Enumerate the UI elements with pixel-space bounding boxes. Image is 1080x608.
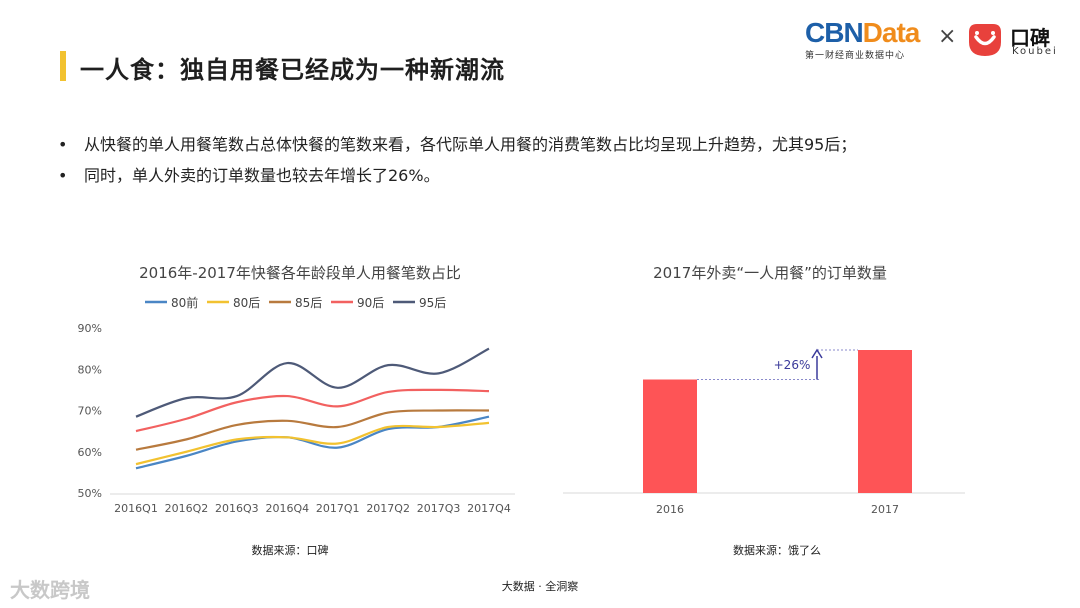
bullet-text: 从快餐的单人用餐笔数占总体快餐的笔数来看，各代际单人用餐的消费笔数占比均呈现上升… <box>84 135 857 154</box>
x-tick-label: 2017Q3 <box>417 502 461 515</box>
legend-label: 95后 <box>419 296 446 310</box>
bullet-text: 同时，单人外卖的订单数量也较去年增长了26%。 <box>84 166 440 185</box>
line-chart-title: 2016年-2017年快餐各年龄段单人用餐笔数占比 <box>139 264 461 282</box>
series-line-95后 <box>135 347 490 418</box>
koubei-logo-icon <box>969 24 1001 56</box>
bullet-mark: • <box>58 166 68 185</box>
y-tick-label: 90% <box>78 322 102 335</box>
logo-separator: × <box>938 24 957 49</box>
x-tick-label: 2017Q2 <box>366 502 410 515</box>
bullet-item-2: • 同时，单人外卖的订单数量也较去年增长了26%。 <box>58 162 440 186</box>
bar-2017 <box>858 350 912 493</box>
line-chart-legend: 80前 80后 85后 90后 95后 <box>145 295 446 310</box>
bar-2016 <box>643 379 697 493</box>
x-tick-label: 2017 <box>871 503 899 516</box>
cbndata-logo: CBNData 第一财经商业数据中心 <box>805 17 920 62</box>
cbndata-logo-subtitle: 第一财经商业数据中心 <box>805 51 906 61</box>
growth-annotation: +26% <box>774 358 811 372</box>
line-chart-source: 数据来源：口碑 <box>251 544 329 557</box>
y-tick-label: 80% <box>78 363 102 376</box>
koubei-logo-text: 口碑 <box>1010 26 1050 50</box>
x-tick-label: 2017Q4 <box>467 502 511 515</box>
title-accent-bar <box>60 51 66 81</box>
bar-chart-title: 2017年外卖“一人用餐”的订单数量 <box>653 264 887 282</box>
legend-label: 90后 <box>357 296 384 310</box>
series-line-90后 <box>135 388 490 433</box>
footer-text: 大数据 · 全洞察 <box>501 580 579 593</box>
footer-brand: 大数跨境 <box>10 578 90 602</box>
series-line-80后 <box>135 421 490 466</box>
legend-label: 80后 <box>233 296 260 310</box>
legend-label: 85后 <box>295 296 322 310</box>
bar-chart: 2016 2017 +26% <box>563 348 965 516</box>
legend-label: 80前 <box>171 295 198 310</box>
y-tick-label: 60% <box>78 446 102 459</box>
bullet-item-1: • 从快餐的单人用餐笔数占总体快餐的笔数来看，各代际单人用餐的消费笔数占比均呈现上… <box>58 131 856 155</box>
x-tick-label: 2016 <box>656 503 684 516</box>
koubei-logo-subtitle: Koubei <box>1012 46 1058 57</box>
y-tick-label: 70% <box>78 405 102 418</box>
x-tick-label: 2016Q2 <box>165 502 209 515</box>
annotation-arrow-head <box>811 348 823 359</box>
y-tick-label: 50% <box>78 487 102 500</box>
x-tick-label: 2016Q1 <box>114 502 158 515</box>
y-axis: 50% 60% 70% 80% 90% <box>78 322 102 500</box>
bullet-mark: • <box>58 135 68 154</box>
cbndata-logo-text: CBNData <box>805 17 920 48</box>
x-tick-label: 2016Q4 <box>265 502 309 515</box>
x-tick-label: 2016Q3 <box>215 502 259 515</box>
x-tick-label: 2017Q1 <box>316 502 360 515</box>
page-title: 一人食：独自用餐已经成为一种新潮流 <box>80 56 505 84</box>
bar-chart-source: 数据来源：饿了么 <box>733 544 821 557</box>
series-line-85后 <box>135 409 490 451</box>
x-axis: 2016Q1 2016Q2 2016Q3 2016Q4 2017Q1 2017Q2 2017… <box>114 502 511 515</box>
